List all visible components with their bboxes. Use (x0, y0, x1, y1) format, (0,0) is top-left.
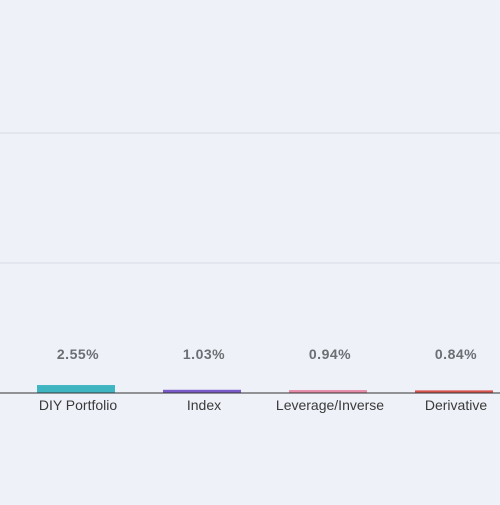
gridlines (0, 132, 500, 264)
category-label: DIY Portfolio (39, 397, 118, 413)
bar-leverage-inverse (289, 390, 367, 393)
category-label: Leverage/Inverse (276, 397, 384, 413)
category-label: Index (187, 397, 221, 413)
category-label: Derivative (425, 397, 487, 413)
bar-derivative (415, 390, 493, 393)
value-label: 1.03% (183, 346, 225, 362)
value-label: 0.94% (309, 346, 351, 362)
bars (37, 385, 493, 393)
labels: 2.55% DIY Portfolio 1.03% Index 0.94% Leverag… (39, 346, 488, 413)
bar-diy-portfolio (37, 385, 115, 393)
value-label: 2.55% (57, 346, 99, 362)
bar-index (163, 389, 241, 393)
value-label: 0.84% (435, 346, 477, 362)
